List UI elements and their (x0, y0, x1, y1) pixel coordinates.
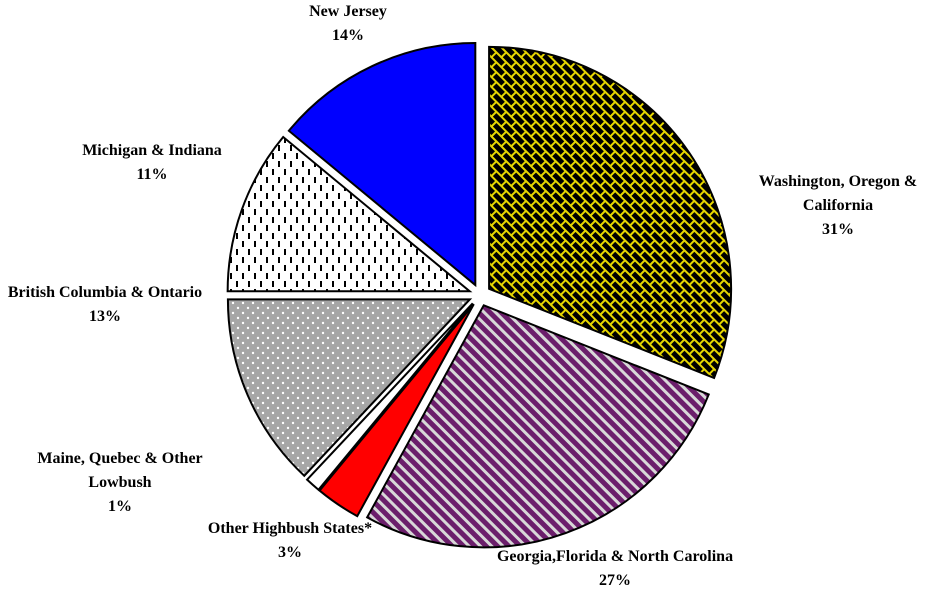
category-label: Maine, Quebec & Other Lowbush (37, 450, 203, 491)
category-label: British Columbia & Ontario (7, 284, 203, 301)
slice-label: British Columbia & Ontario 13% (5, 281, 205, 329)
value-label: 1% (108, 498, 132, 515)
slice-label: Michigan & Indiana 11% (42, 139, 262, 187)
slice-label: Maine, Quebec & Other Lowbush 1% (5, 447, 235, 519)
category-label: Washington, Oregon & California (758, 173, 918, 214)
slice-label: New Jersey 14% (248, 0, 448, 48)
value-label: 13% (89, 308, 121, 325)
pie-slice (488, 45, 733, 380)
category-label: New Jersey (309, 3, 387, 20)
slice-label: Other Highbush States* 3% (160, 517, 420, 565)
pie-slice (318, 303, 475, 518)
pie-slice (287, 42, 477, 288)
value-label: 3% (278, 544, 302, 561)
category-label: Michigan & Indiana (82, 142, 222, 159)
pie-slice (305, 302, 474, 492)
value-label: 14% (332, 27, 364, 44)
category-label: Georgia,Florida & North Carolina (496, 548, 734, 565)
slice-label: Washington, Oregon & California 31% (728, 170, 946, 242)
value-label: 11% (136, 166, 168, 183)
category-label: Other Highbush States* (207, 520, 373, 537)
pie-slice (226, 298, 473, 478)
slice-label: Georgia,Florida & North Carolina 27% (485, 545, 745, 593)
pie-slice (226, 135, 473, 293)
pie-slice (365, 304, 711, 549)
value-label: 31% (822, 221, 854, 238)
value-label: 27% (599, 572, 631, 589)
